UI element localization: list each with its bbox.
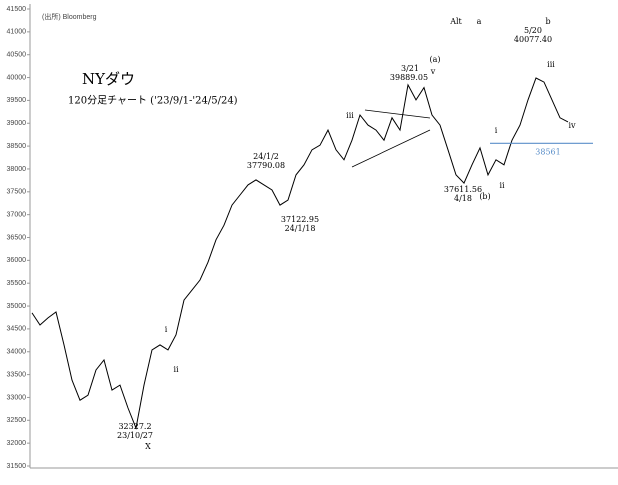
triangle — [351, 109, 431, 168]
reference-label: 38561 — [535, 147, 560, 156]
annotation: ii — [499, 181, 505, 190]
annotation: 24/1/2 — [253, 152, 279, 161]
y-tick-label: 35500 — [7, 280, 27, 287]
annotation: 37122.95 — [281, 215, 319, 224]
source: (出所) Bloomberg — [42, 12, 97, 21]
y-tick-label: 38000 — [7, 166, 27, 173]
y-tick-label: 38500 — [7, 143, 27, 150]
annotation: 3/21 — [401, 64, 419, 73]
annotation: v — [430, 67, 436, 76]
annotation: i — [495, 126, 498, 135]
annotation: 37790.08 — [247, 161, 285, 170]
price-line — [31, 77, 569, 430]
y-tick-label: 36500 — [7, 234, 27, 241]
annotation: (a) — [429, 55, 440, 64]
annotation: a — [477, 17, 482, 26]
chart-title: NYダウ — [82, 70, 135, 88]
annotation: ii — [173, 365, 179, 374]
annotation: 32327.2 — [118, 422, 151, 431]
y-tick-label: 34500 — [7, 326, 27, 333]
chart-subtitle: 120分足チャート ('23/9/1-'24/5/24) — [68, 95, 238, 107]
y-tick-label: 31500 — [7, 463, 27, 470]
annotation: iii — [547, 60, 555, 69]
annotation: (b) — [479, 192, 490, 201]
annotation: b — [545, 17, 550, 26]
annotation: Alt — [449, 17, 462, 26]
annotation: i — [165, 325, 168, 334]
annotation: 5/20 — [524, 26, 542, 35]
annotation: X — [145, 442, 151, 451]
annotation: iv — [568, 121, 576, 130]
annotation: 24/1/18 — [285, 224, 316, 233]
y-tick-label: 32000 — [7, 440, 27, 447]
y-tick-label: 41500 — [7, 6, 27, 13]
y-tick-label: 34000 — [7, 349, 27, 356]
annotation: iii — [346, 111, 354, 120]
y-tick-label: 40000 — [7, 74, 27, 81]
y-tick-label: 33500 — [7, 371, 27, 378]
y-tick-label: 39500 — [7, 97, 27, 104]
annotation: 23/10/27 — [117, 431, 153, 440]
y-tick-label: 36000 — [7, 257, 27, 264]
y-tick-label: 37500 — [7, 189, 27, 196]
y-tick-label: 37000 — [7, 211, 27, 218]
annotation: 37611.56 — [444, 185, 482, 194]
y-tick-label: 41000 — [7, 29, 27, 36]
y-tick-label: 40500 — [7, 52, 27, 59]
annotation: 39889.05 — [390, 73, 428, 82]
y-tick-label: 35000 — [7, 303, 27, 310]
annotation: 40077.40 — [514, 35, 552, 44]
y-tick-label: 39000 — [7, 120, 27, 127]
annotation: 4/18 — [454, 194, 472, 203]
y-tick-label: 32500 — [7, 417, 27, 424]
y-tick-label: 33000 — [7, 394, 27, 401]
